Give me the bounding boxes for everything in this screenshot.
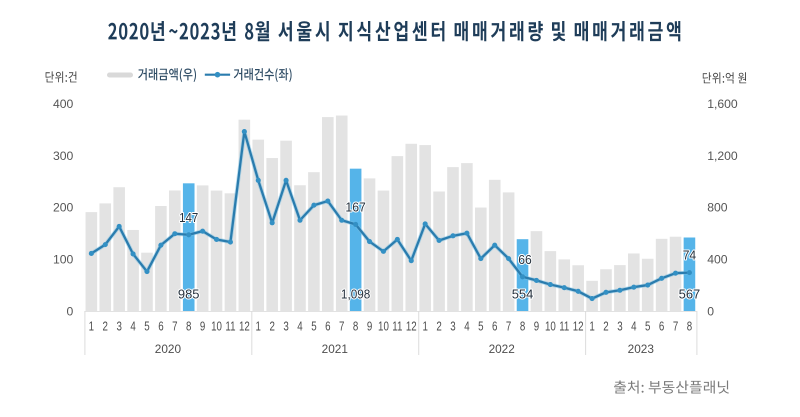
svg-text:3: 3 — [617, 320, 622, 333]
svg-text:1,600: 1,600 — [707, 97, 738, 111]
svg-text:800: 800 — [707, 201, 728, 215]
svg-text:100: 100 — [53, 253, 74, 267]
svg-text:5: 5 — [144, 320, 149, 333]
svg-text:3: 3 — [283, 320, 288, 333]
svg-text:10: 10 — [211, 320, 222, 333]
svg-text:8: 8 — [687, 320, 692, 333]
svg-text:6: 6 — [325, 320, 330, 333]
svg-text:2021: 2021 — [322, 342, 348, 356]
svg-text:1: 1 — [589, 320, 594, 333]
svg-text:0: 0 — [67, 304, 74, 318]
svg-text:10: 10 — [378, 320, 389, 333]
svg-text:200: 200 — [53, 201, 74, 215]
svg-text:5: 5 — [478, 320, 483, 333]
svg-text:2: 2 — [603, 320, 608, 333]
svg-text:4: 4 — [464, 320, 469, 333]
svg-text:7: 7 — [506, 320, 511, 333]
svg-text:0: 0 — [707, 304, 714, 318]
svg-text:12: 12 — [406, 320, 417, 333]
svg-text:6: 6 — [659, 320, 664, 333]
svg-text:300: 300 — [53, 149, 74, 163]
svg-text:12: 12 — [573, 320, 584, 333]
svg-text:554: 554 — [512, 287, 534, 301]
svg-text:6: 6 — [492, 320, 497, 333]
svg-text:11: 11 — [225, 320, 235, 333]
svg-text:9: 9 — [200, 320, 205, 333]
svg-text:2020: 2020 — [155, 342, 182, 356]
svg-text:1: 1 — [256, 320, 261, 333]
svg-text:2: 2 — [269, 320, 274, 333]
svg-text:1,098: 1,098 — [341, 287, 370, 301]
svg-text:5: 5 — [311, 320, 316, 333]
svg-text:6: 6 — [158, 320, 163, 333]
svg-text:147: 147 — [179, 211, 198, 225]
svg-text:2: 2 — [436, 320, 441, 333]
svg-text:4: 4 — [130, 320, 135, 333]
svg-text:3: 3 — [450, 320, 455, 333]
svg-text:66: 66 — [518, 253, 532, 267]
svg-text:400: 400 — [53, 97, 74, 111]
svg-text:8: 8 — [186, 320, 191, 333]
svg-text:11: 11 — [392, 320, 402, 333]
svg-text:7: 7 — [339, 320, 344, 333]
svg-text:5: 5 — [645, 320, 650, 333]
svg-text:8: 8 — [353, 320, 358, 333]
svg-text:11: 11 — [559, 320, 569, 333]
svg-text:8: 8 — [520, 320, 525, 333]
svg-text:2023: 2023 — [628, 342, 655, 356]
svg-text:74: 74 — [683, 249, 697, 263]
svg-text:2022: 2022 — [489, 342, 515, 356]
svg-text:167: 167 — [345, 200, 365, 214]
svg-text:9: 9 — [367, 320, 372, 333]
svg-text:4: 4 — [631, 320, 636, 333]
svg-text:12: 12 — [239, 320, 250, 333]
svg-text:4: 4 — [297, 320, 302, 333]
svg-text:2: 2 — [103, 320, 108, 333]
svg-text:985: 985 — [178, 287, 200, 301]
svg-text:1: 1 — [422, 320, 427, 333]
svg-text:7: 7 — [673, 320, 678, 333]
svg-text:567: 567 — [679, 287, 701, 301]
svg-text:3: 3 — [116, 320, 121, 333]
svg-text:1: 1 — [89, 320, 94, 333]
svg-text:10: 10 — [545, 320, 556, 333]
svg-text:1,200: 1,200 — [707, 149, 738, 163]
svg-text:7: 7 — [172, 320, 177, 333]
svg-text:9: 9 — [534, 320, 539, 333]
svg-text:400: 400 — [707, 253, 728, 267]
